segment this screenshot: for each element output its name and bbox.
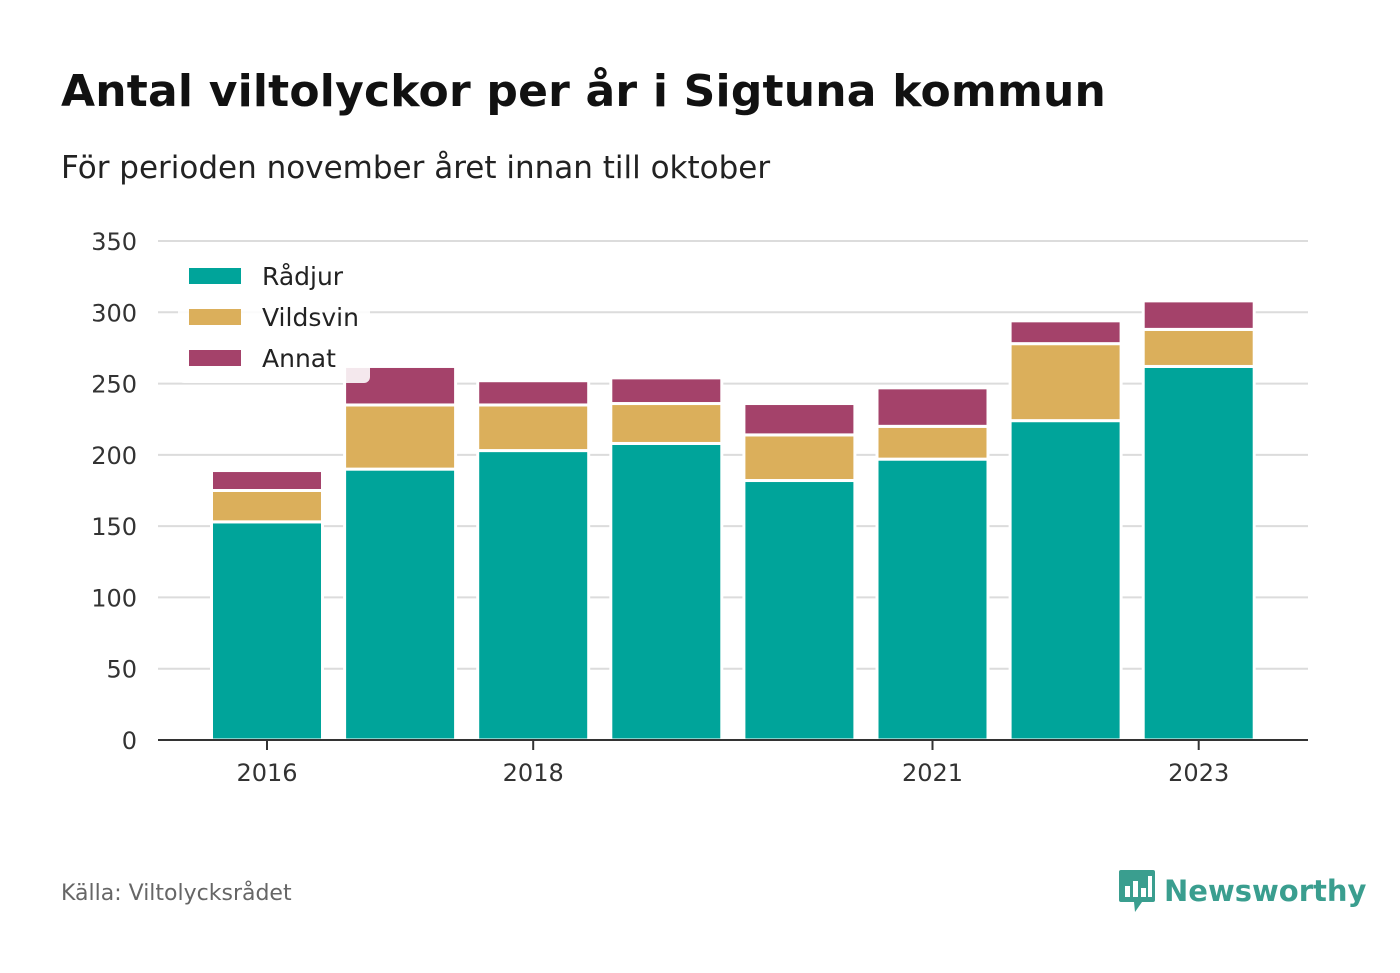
y-tick-label: 200 [91,442,137,470]
bar-group-2020 [742,402,857,742]
bar-segment-2020-vildsvin [742,433,857,483]
x-tick-label: 2023 [1168,759,1229,787]
bar-segment-2023-annat [1141,299,1256,331]
bar-segment-2023-rådjur [1141,364,1256,742]
bar-segment-2016-annat [210,469,324,493]
legend-swatch-annat [189,350,241,366]
bar-segment-2022-vildsvin [1008,342,1123,423]
x-tick-label: 2016 [236,759,297,787]
y-tick-label: 50 [106,656,137,684]
bar-segment-2021-rådjur [875,457,990,742]
y-tick-label: 0 [122,727,137,755]
bar-group-2016 [210,469,324,742]
legend-label: Annat [262,344,336,373]
bar-segment-2018-annat [476,379,591,407]
legend-swatch-rådjur [189,268,241,284]
bar-segment-2019-vildsvin [609,402,724,445]
bar-group-2018 [476,379,591,742]
y-tick-label: 150 [91,513,137,541]
x-tick-label: 2021 [902,759,963,787]
brand-logo: Newsworthy [1118,868,1366,914]
bar-segment-2022-rådjur [1008,419,1123,742]
chart-subtitle: För perioden november året innan till ok… [61,150,771,186]
y-tick-label: 300 [91,299,137,327]
bars [210,299,1256,742]
bar-segment-2023-vildsvin [1141,327,1256,368]
bar-segment-2018-vildsvin [476,403,591,453]
y-tick-label: 100 [91,584,137,612]
bar-group-2019 [609,376,724,742]
bar-segment-2016-vildsvin [210,489,324,524]
legend-label: Rådjur [262,262,344,291]
bar-segment-2019-annat [609,376,724,406]
bar-segment-2018-rådjur [476,449,591,742]
bar-segment-2017-rådjur [343,467,458,742]
x-axis-ticks: 2016 2018 2021 2023 [236,740,1229,787]
bar-group-2021 [875,386,990,742]
newsworthy-logo-icon [1119,870,1155,912]
bar-segment-2021-annat [875,386,990,428]
bar-group-2023 [1141,299,1256,742]
bar-segment-2021-vildsvin [875,424,990,461]
bar-segment-2022-annat [1008,319,1123,346]
brand-name: Newsworthy [1164,874,1367,908]
x-tick-label: 2018 [503,759,564,787]
bar-group-2022 [1008,319,1123,742]
bar-segment-2017-vildsvin [343,403,458,471]
legend-swatch-vildsvin [189,309,241,325]
legend-label: Vildsvin [262,303,359,332]
bar-segment-2016-rådjur [210,520,324,742]
legend: Rådjur Vildsvin Annat [178,253,370,383]
bar-group-2017 [343,364,458,742]
chart-title: Antal viltolyckor per år i Sigtuna kommu… [61,66,1107,117]
y-tick-label: 250 [91,371,137,399]
bar-segment-2020-annat [742,402,857,437]
y-tick-label: 350 [91,228,137,256]
bar-segment-2020-rådjur [742,479,857,742]
bar-segment-2019-rådjur [609,441,724,742]
source-note: Källa: Viltolycksrådet [61,881,292,906]
stacked-bar-chart: 0 50 100 150 200 250 300 350 2016 2018 2021 2023 R… [91,228,1308,787]
y-axis-ticks: 0 50 100 150 200 250 300 350 [91,228,137,755]
